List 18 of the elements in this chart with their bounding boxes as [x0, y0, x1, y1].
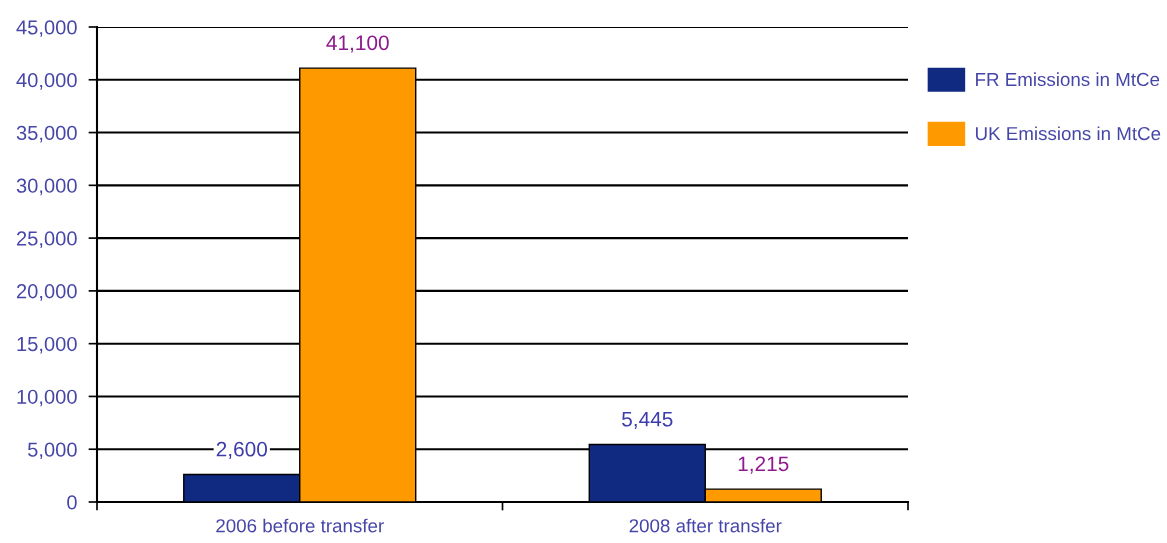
data-label: 41,100	[326, 35, 389, 53]
y-tick-label: 15,000	[17, 336, 77, 354]
data-label: 2,600	[216, 441, 268, 460]
y-tick-label: 10,000	[17, 389, 77, 407]
y-tick-label: 20,000	[16, 284, 77, 301]
data-label: 1,215	[738, 456, 789, 474]
x-tick-label: 2006 before transfer	[216, 518, 384, 533]
data-label: 5,445	[622, 411, 673, 429]
x-tick-label: 2008 after transfer	[629, 518, 782, 533]
legend-label: UK Emissions in MtCe	[975, 126, 1161, 141]
y-tick-label: 45,000	[16, 20, 77, 37]
y-tick-label: 0	[67, 495, 77, 510]
y-tick-label: 30,000	[16, 178, 77, 196]
y-tick-label: 40,000	[16, 73, 77, 90]
y-tick-label: 25,000	[16, 231, 77, 248]
legend-label: FR Emissions in MtCe	[976, 72, 1160, 87]
y-tick-label: 35,000	[16, 125, 77, 143]
y-tick-label: 5,000	[27, 442, 77, 460]
